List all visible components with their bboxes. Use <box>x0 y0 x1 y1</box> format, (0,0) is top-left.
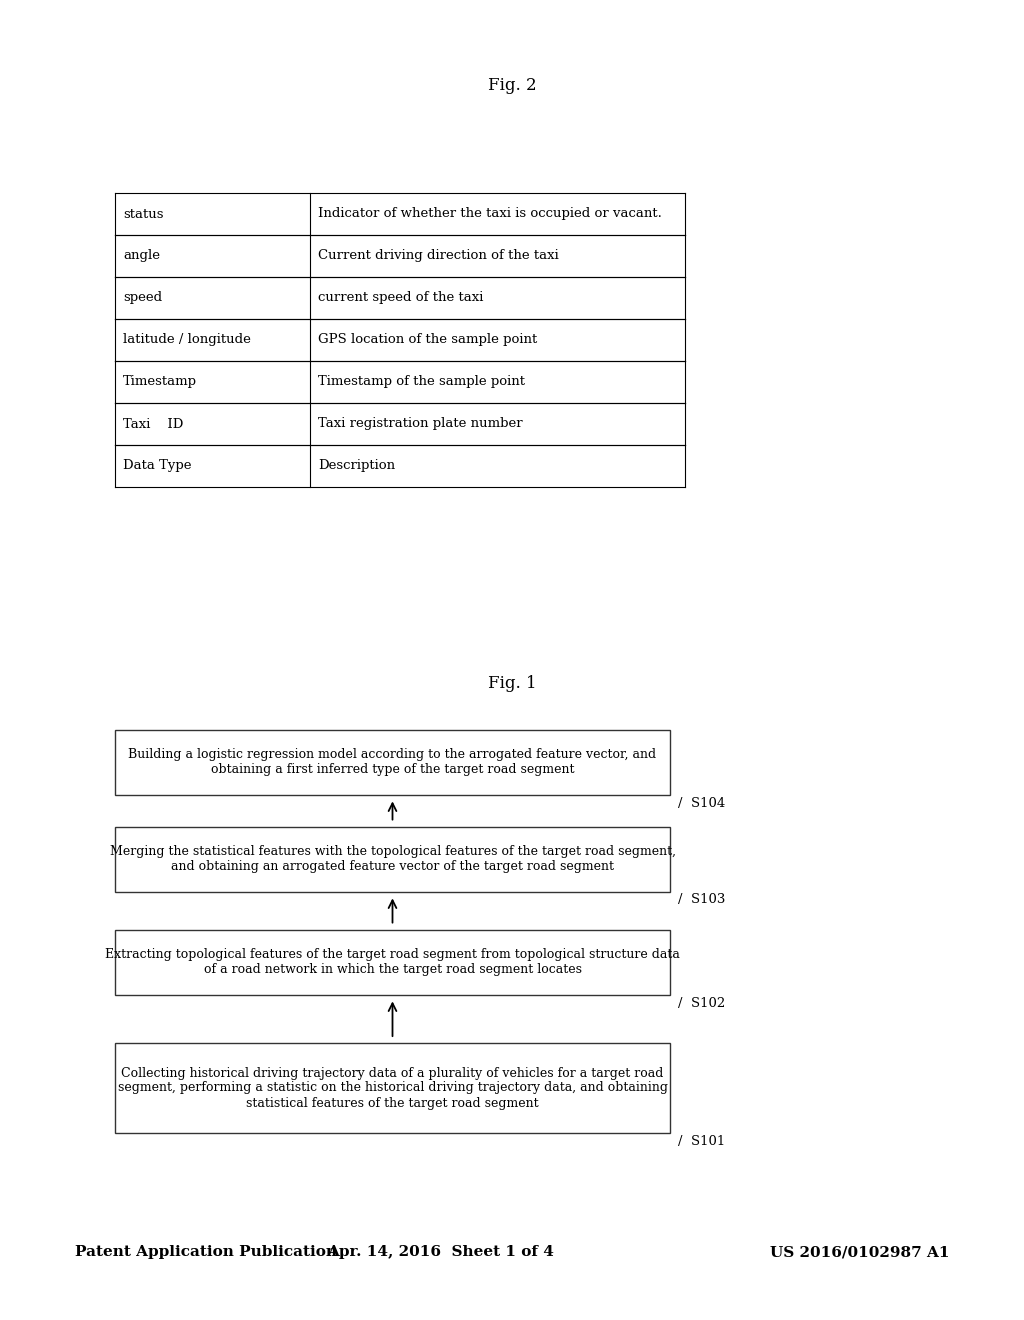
Text: latitude / longitude: latitude / longitude <box>123 334 251 346</box>
Text: angle: angle <box>123 249 160 263</box>
Text: /  S102: / S102 <box>678 997 725 1010</box>
Bar <box>115 730 670 795</box>
Text: GPS location of the sample point: GPS location of the sample point <box>318 334 538 346</box>
Text: Description: Description <box>318 459 395 473</box>
Text: Fig. 2: Fig. 2 <box>487 77 537 94</box>
Text: Building a logistic regression model according to the arrogated feature vector, : Building a logistic regression model acc… <box>128 748 656 776</box>
Text: Data Type: Data Type <box>123 459 191 473</box>
Text: Fig. 1: Fig. 1 <box>487 675 537 692</box>
Text: Timestamp of the sample point: Timestamp of the sample point <box>318 375 525 388</box>
Text: Indicator of whether the taxi is occupied or vacant.: Indicator of whether the taxi is occupie… <box>318 207 662 220</box>
Text: Timestamp: Timestamp <box>123 375 197 388</box>
Text: status: status <box>123 207 164 220</box>
Text: US 2016/0102987 A1: US 2016/0102987 A1 <box>769 1245 949 1259</box>
Text: Collecting historical driving trajectory data of a plurality of vehicles for a t: Collecting historical driving trajectory… <box>118 1067 668 1110</box>
Bar <box>115 1043 670 1133</box>
Text: Taxi registration plate number: Taxi registration plate number <box>318 417 522 430</box>
Text: current speed of the taxi: current speed of the taxi <box>318 292 483 305</box>
Text: /  S103: / S103 <box>678 894 725 907</box>
Text: Patent Application Publication: Patent Application Publication <box>75 1245 337 1259</box>
Text: Current driving direction of the taxi: Current driving direction of the taxi <box>318 249 559 263</box>
Bar <box>115 826 670 891</box>
Text: speed: speed <box>123 292 162 305</box>
Text: /  S104: / S104 <box>678 796 725 809</box>
Text: Taxi    ID: Taxi ID <box>123 417 183 430</box>
Text: Apr. 14, 2016  Sheet 1 of 4: Apr. 14, 2016 Sheet 1 of 4 <box>327 1245 554 1259</box>
Text: Extracting topological features of the target road segment from topological stru: Extracting topological features of the t… <box>105 948 680 975</box>
Bar <box>115 929 670 994</box>
Text: Merging the statistical features with the topological features of the target roa: Merging the statistical features with th… <box>110 845 676 873</box>
Text: /  S101: / S101 <box>678 1135 725 1148</box>
